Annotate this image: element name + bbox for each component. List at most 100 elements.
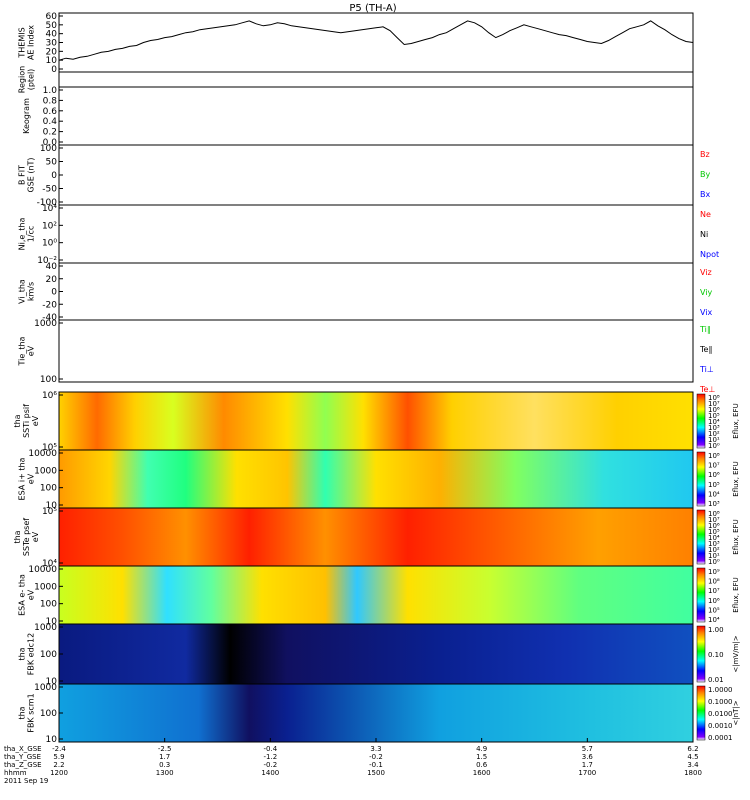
velocity-ylabel-line: km/s: [27, 282, 36, 301]
density-legend-entry: Ni: [700, 230, 708, 239]
velocity-ytick-label: 20: [46, 275, 58, 285]
esa_ion-colorbar-tick: 10⁴: [708, 490, 720, 498]
region-ylabel-line: (ptel): [27, 69, 36, 91]
temperature-ylabel-line: eV: [27, 345, 36, 356]
esa_elec-colorbar-tick: 10⁷: [708, 587, 720, 595]
ae-ytick-label: 40: [46, 30, 58, 40]
sst_elec-ylabel: thaSSTe psefeV: [13, 518, 40, 556]
ae-ytick-label: 60: [46, 12, 58, 22]
fbk_scm-ylabel-line: tha: [18, 706, 27, 719]
sst_ion-colorbar-tick: 10⁵: [708, 412, 720, 420]
esa_elec-ylabel-line: ESA e- tha: [18, 574, 27, 616]
esa_ion-ylabel: ESA i+ thaeV: [18, 457, 36, 500]
xaxis-tick-label: 1600: [473, 769, 491, 777]
panel-sst_elec: thaSSTe psefeV10⁵10⁴10⁸10⁷10⁶10⁵10⁴10³10…: [13, 507, 740, 569]
keogram-ytick-label: 0.4: [43, 117, 58, 127]
panel-keogram: Keogram 1.00.80.60.40.20.0: [22, 86, 694, 148]
esa_elec-ytick-label: 100: [40, 600, 57, 610]
sst_ion-ylabel-line: tha: [13, 414, 22, 427]
esa_ion-ytick-label: 10000: [28, 449, 57, 459]
temperature-ytick-label: 100: [40, 375, 57, 385]
density-ylabel-line: 1/cc: [27, 226, 36, 243]
density-legend-entry: Ne: [700, 210, 711, 219]
fbk_edc-colorbar-label: <|mV/m|>: [732, 635, 740, 672]
esa_elec-ylabel: ESA e- thaeV: [18, 574, 36, 616]
density-ylabel: Ni,e_tha1/cc: [18, 218, 36, 251]
xaxis-tick-label: 6.2: [687, 745, 698, 753]
esa_ion-ylabel-line: eV: [27, 473, 36, 484]
temperature-ylabel: Tie_thaeV: [18, 336, 36, 366]
ae-ytick-label: 50: [46, 21, 58, 31]
esa_ion-colorbar-tick: 10⁵: [708, 481, 720, 489]
fbk_scm-ytick-label: 1000: [34, 683, 57, 693]
fbk_scm-colorbar-tick: 0.0001: [708, 734, 733, 742]
sst_elec-colorbar: [696, 509, 706, 565]
density-yticks: 10⁴ 10² 10⁰ 10⁻²: [37, 204, 63, 266]
esa_ion-spectrogram: [59, 450, 693, 508]
bfgm-ytick-label: 50: [46, 158, 58, 168]
esa_ion-ytick-label: 10: [46, 501, 58, 511]
sst_ion-ytick-label: 10⁶: [42, 391, 57, 401]
sst_ion-colorbar-tick: 10³: [708, 424, 720, 432]
panel-esa_elec: ESA e- thaeV1000010001001010⁹10⁸10⁷10⁶10…: [18, 565, 741, 627]
sst_elec-colorbar-tick: 10²: [708, 546, 720, 554]
keogram-ytick-label: 1.0: [43, 86, 58, 96]
esa_elec-spectrogram: [59, 566, 693, 624]
esa_elec-ytick-label: 1000: [34, 582, 57, 592]
fbk_scm-colorbar-tick: 0.0100: [708, 710, 733, 718]
ae-ylabel-line: AE Index: [27, 25, 36, 60]
sst_ion-colorbar-tick: 10²: [708, 430, 720, 438]
fbk_scm-colorbar-tick: 0.0010: [708, 722, 733, 730]
esa_ion-colorbar-tick: 10⁸: [708, 452, 720, 460]
xaxis-tick-label: -0.4: [263, 745, 277, 753]
density-ylabel-line: Ni,e_tha: [18, 218, 27, 251]
bfgm-ylabel-line: GSE (nT): [27, 157, 36, 192]
bfgm-ylabel-line: B FIT: [18, 165, 27, 185]
xaxis-tick-label: 3.6: [582, 753, 594, 761]
velocity-ylabel-line: Vi_tha: [18, 279, 27, 304]
panel-density: Ni,e_tha1/cc 10⁴ 10² 10⁰ 10⁻² Ne Ni Npot: [18, 204, 720, 266]
sst_ion-colorbar: [696, 393, 706, 449]
fbk_edc-ylabel-line: tha: [18, 647, 27, 660]
sst_ion-colorbar-tick: 10⁴: [708, 418, 720, 426]
sst_elec-spectrogram: [59, 508, 693, 566]
xaxis-tick-label: 1.7: [582, 761, 593, 769]
sst_ion-spectrogram: [59, 392, 693, 450]
keogram-ytick-label: 0.6: [43, 107, 58, 117]
bfgm-yticks: 100 50 0 -50 -100: [37, 144, 63, 208]
esa_elec-colorbar-tick: 10⁹: [708, 568, 720, 576]
sst_ion-colorbar-label: Eflux, EFU: [732, 403, 740, 438]
sst_elec-colorbar-tick: 10⁷: [708, 516, 720, 524]
xaxis-tick-label: 1800: [684, 769, 702, 777]
bfgm-ytick-label: 100: [40, 144, 57, 154]
ae-ytick-label: 10: [46, 56, 58, 66]
sst_elec-ytick-label: 10⁵: [42, 507, 57, 517]
panel-sst_ion: thaSSTi psifeV10⁶10⁵10⁸10⁷10⁶10⁵10⁴10³10…: [13, 391, 740, 453]
sst_elec-yticks: 10⁵ 10⁴: [42, 507, 63, 569]
sst_elec-colorbar-tick: 10³: [708, 540, 720, 548]
velocity-yticks: 40 20 0 -20 -40: [42, 262, 63, 323]
panel-bfgm: B FITGSE (nT) 100 50 0 -50 -100 Bz By Bx: [18, 144, 711, 208]
xaxis-tick-label: 4.9: [476, 745, 487, 753]
fbk_edc-ylabel-line: FBK edc12: [27, 633, 36, 675]
fbk_edc-yticks: 1000 100 10: [34, 623, 63, 687]
fbk_scm-colorbar: [696, 685, 706, 741]
bfgm-ytick-label: -100: [37, 198, 58, 208]
esa_ion-colorbar: [696, 451, 706, 507]
esa_ion-colorbar-label: Eflux, EFU: [732, 461, 740, 496]
velocity-ylabel: Vi_thakm/s: [18, 279, 36, 304]
fbk_edc-colorbar-tick: 0.10: [708, 651, 724, 659]
sst_elec-ylabel-line: eV: [31, 531, 40, 542]
velocity-legend-entry: Vix: [700, 308, 713, 317]
fbk_scm-spectrogram: [59, 684, 693, 742]
xaxis-row-label: 2011 Sep 19: [4, 777, 48, 785]
fbk_edc-ytick-label: 10: [46, 677, 58, 687]
velocity-ytick-label: -20: [42, 300, 57, 310]
fbk_edc-colorbar: [696, 625, 706, 683]
temperature-legend-entry: Te∥: [699, 345, 712, 354]
bfgm-ytick-label: 0: [51, 171, 57, 181]
sst_ion-ylabel: thaSSTi psifeV: [13, 404, 40, 438]
sst_elec-ytick-label: 10⁴: [42, 559, 57, 569]
